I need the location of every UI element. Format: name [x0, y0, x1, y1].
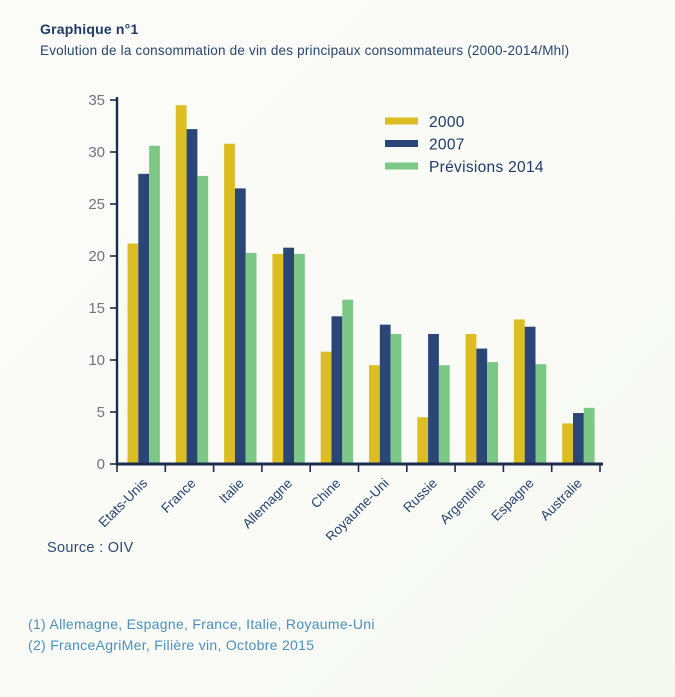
bar-2000-france	[175, 105, 187, 464]
legend-swatch-3	[385, 162, 418, 170]
x-tick-label: Etats-Unis	[96, 475, 151, 530]
x-tick-label: Chine	[308, 476, 344, 512]
chart-subtitle: Evolution de la consommation de vin des …	[40, 43, 570, 58]
bar-2007-russie	[428, 334, 439, 464]
y-tick-label: 35	[88, 92, 105, 109]
bar-2007-royaume-uni	[379, 324, 391, 464]
x-tick-label: Argentine	[437, 476, 488, 527]
legend-label-2: 2007	[429, 137, 465, 154]
bar-prévisions-2014-espagne	[535, 364, 547, 464]
bar-2000-allemagne	[272, 253, 284, 464]
bar-2000-italie	[224, 143, 235, 464]
bar-2007-france	[186, 129, 198, 464]
x-tick-label: France	[158, 476, 198, 516]
y-tick-label: 25	[88, 196, 105, 213]
bar-chart: 0 5 10 15 20 25 30 35 Etats-Unis France Italie Alle…	[0, 85, 675, 544]
bar-prévisions-2014-italie	[245, 252, 257, 464]
y-tick-label: 20	[88, 248, 105, 265]
bar-2000-russie	[417, 417, 429, 464]
legend-swatch-1	[385, 117, 418, 125]
y-tick-label: 15	[88, 300, 105, 317]
y-tick-label: 10	[88, 352, 105, 369]
bar-chart-canvas: 0 5 10 15 20 25 30 35 Etats-Unis France ItalieAlle…	[88, 92, 603, 544]
bar-2000-etats-unis	[127, 243, 139, 464]
bar-prévisions-2014-argentine	[487, 362, 498, 464]
bar-2000-espagne	[513, 319, 525, 464]
bar-2007-allemagne	[283, 247, 294, 464]
bar-2000-australie	[562, 423, 573, 464]
bar-prévisions-2014-allemagne	[294, 253, 305, 464]
bar-2000-royaume-uni	[369, 365, 380, 464]
bar-2007-argentine	[476, 348, 488, 464]
bar-2007-espagne	[524, 326, 536, 464]
source-label: Source : OIV	[47, 540, 134, 556]
y-tick-label: 0	[97, 456, 105, 473]
bar-2007-australie	[573, 413, 584, 464]
bar-2007-etats-unis	[138, 173, 150, 464]
bar-2007-italie	[234, 188, 246, 464]
footnote-2: (2) FranceAgriMer, Filière vin, Octobre …	[28, 637, 315, 653]
x-tick-label: Australie	[537, 476, 585, 524]
bar-prévisions-2014-royaume-uni	[390, 334, 402, 464]
y-tick-label: 5	[97, 404, 105, 421]
x-tick-label: Espagne	[488, 476, 536, 524]
bar-2007-chine	[331, 316, 343, 464]
x-tick-label: Italie	[216, 476, 247, 507]
bar-prévisions-2014-etats-unis	[149, 145, 160, 464]
legend-label-1: 2000	[429, 114, 465, 131]
bar-prévisions-2014-chine	[342, 299, 354, 464]
chart-title: Graphique n°1	[40, 21, 139, 37]
bar-2000-argentine	[465, 334, 477, 464]
y-tick-label: 30	[88, 144, 105, 161]
legend-swatch-2	[385, 140, 418, 147]
bar-prévisions-2014-france	[197, 175, 209, 465]
bar-prévisions-2014-australie	[583, 407, 595, 464]
bar-prévisions-2014-russie	[438, 365, 450, 464]
footnote-1: (1) Allemagne, Espagne, France, Italie, …	[28, 616, 375, 632]
x-tick-label: Russie	[400, 476, 440, 516]
bar-2000-chine	[320, 351, 332, 464]
legend-label-3: Prévisions 2014	[429, 159, 544, 176]
x-tick-label: Allemagne	[239, 476, 295, 532]
